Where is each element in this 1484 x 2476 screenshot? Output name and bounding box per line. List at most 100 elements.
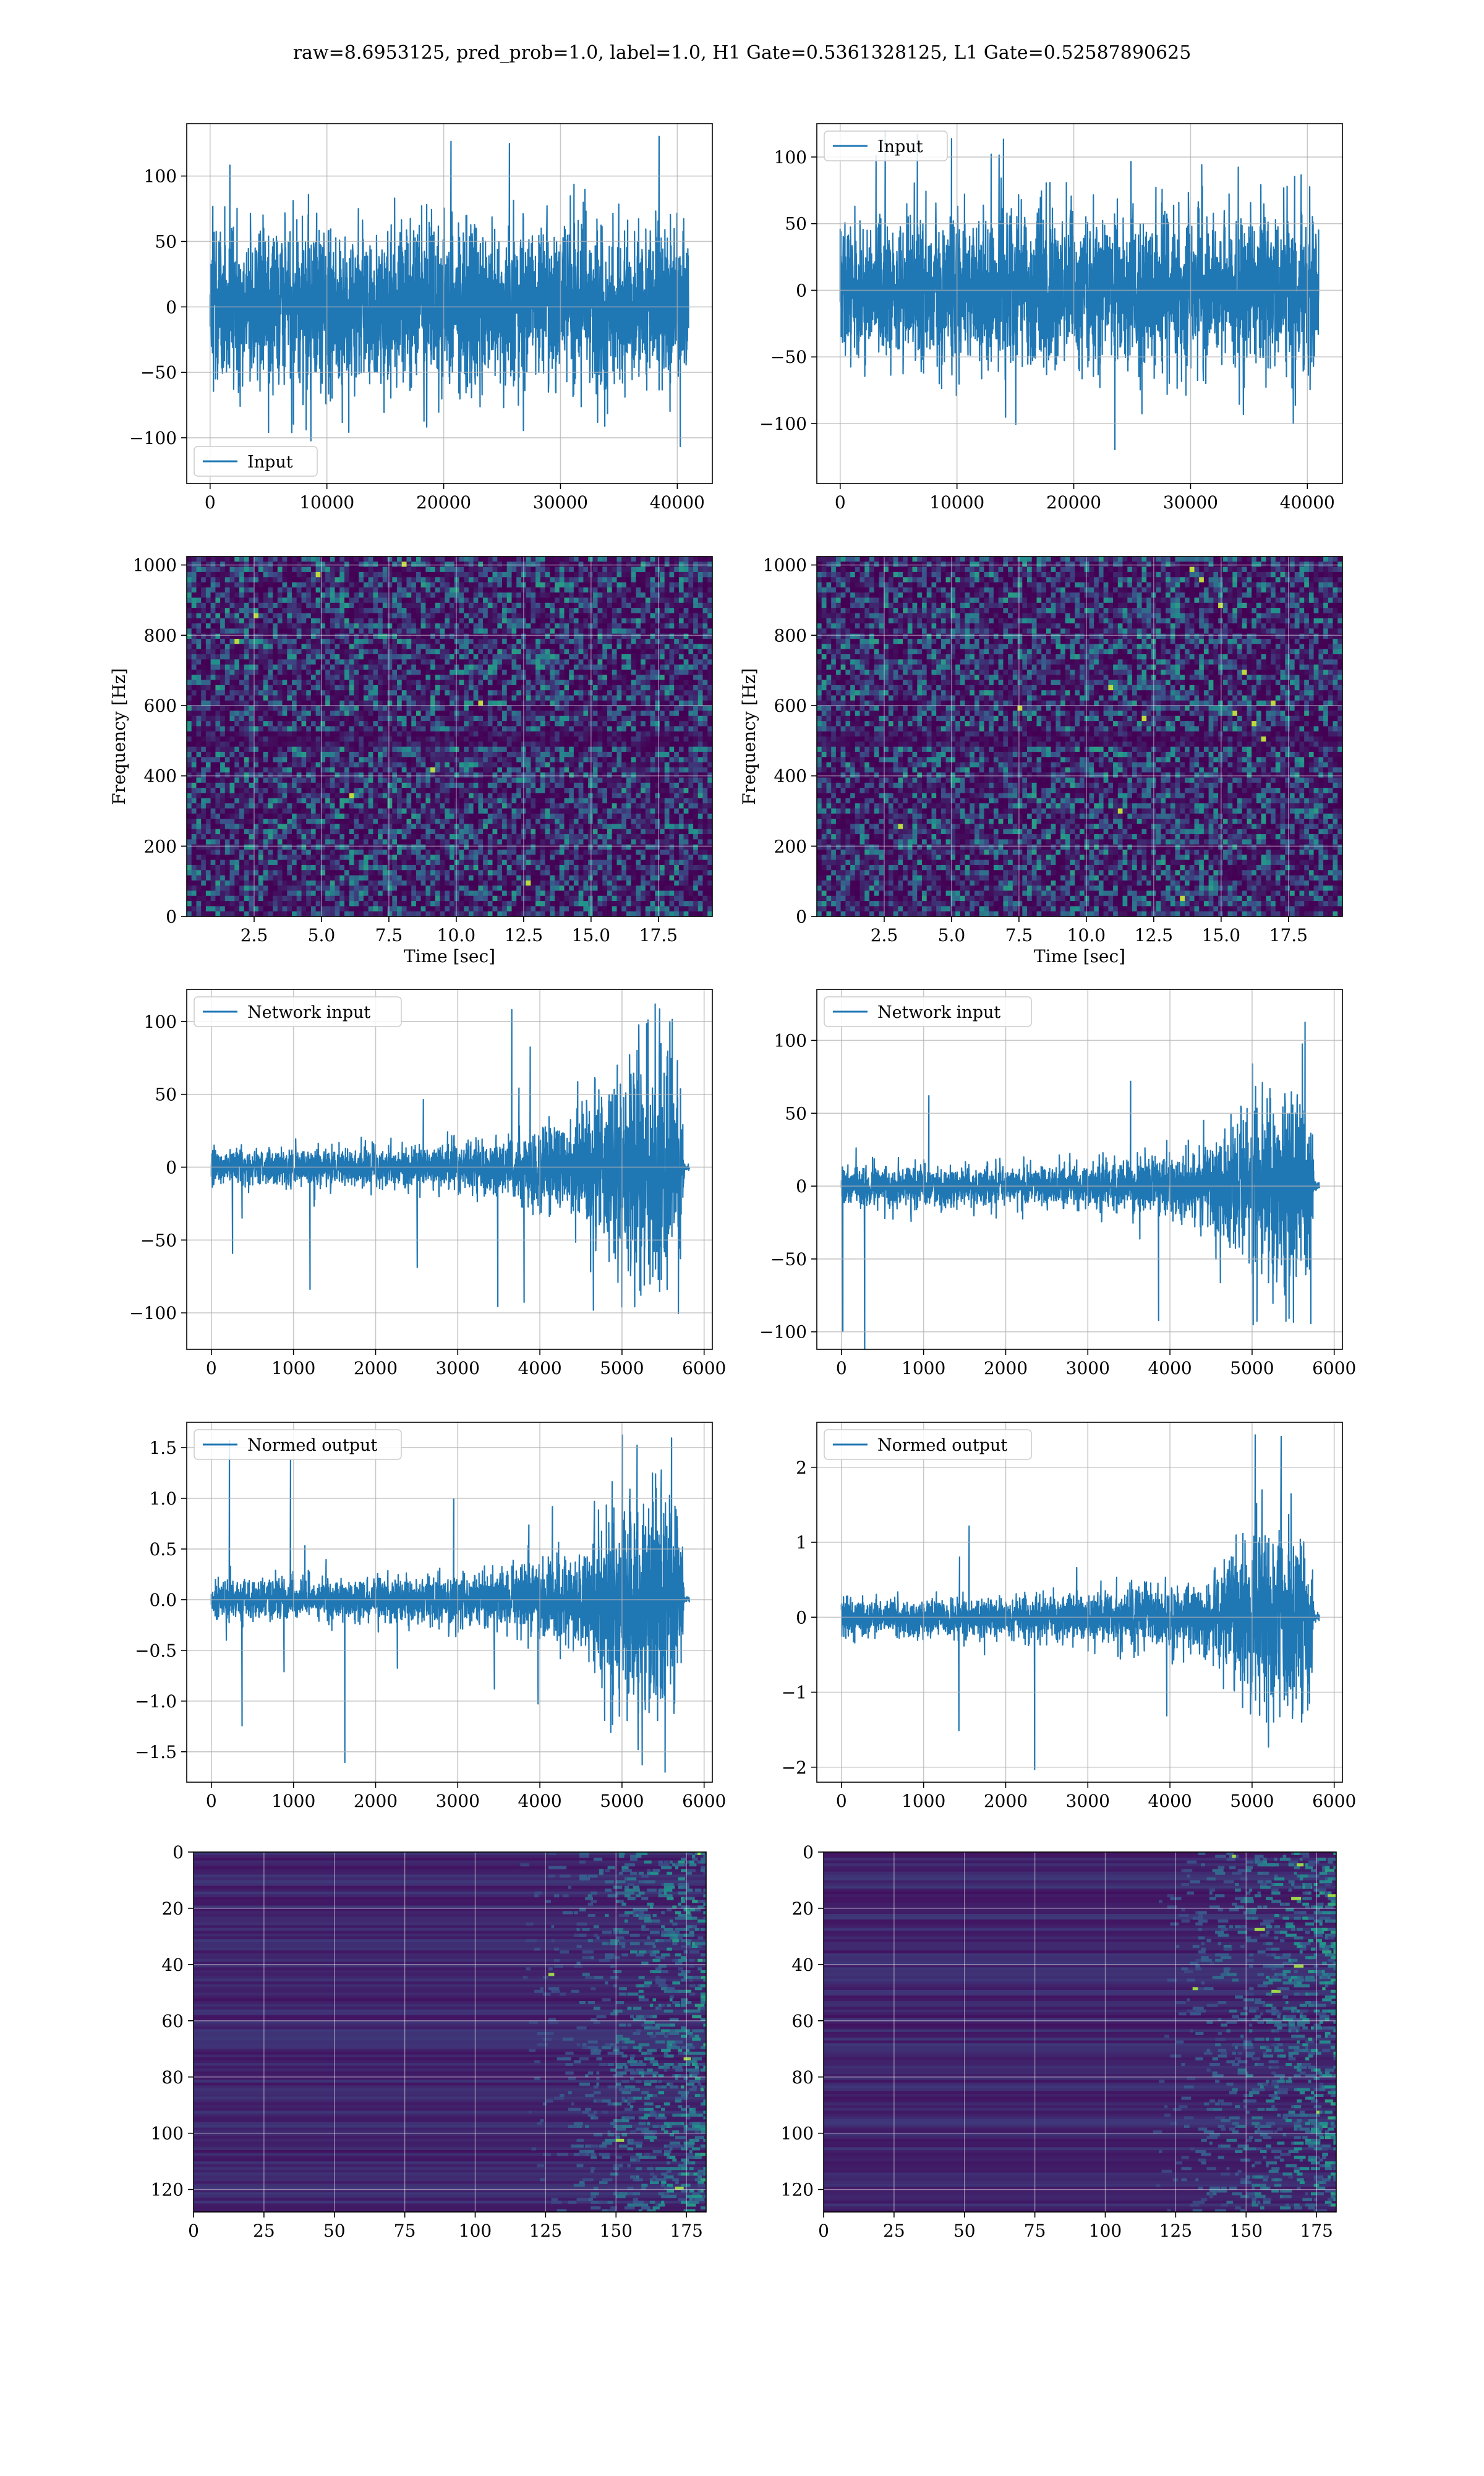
- h1-spectrogram-cell: [239, 706, 244, 711]
- h1-spectrogram-cell: [287, 577, 292, 583]
- h1-spectrogram-cell: [292, 721, 297, 727]
- h1-spectrogram-cell: [464, 696, 469, 701]
- h1-spectrogram-cell: [335, 587, 340, 593]
- h1-spectrogram-cell: [440, 639, 445, 644]
- h1-spectrogram-cell: [450, 834, 454, 840]
- h1-spectrogram-cell: [450, 747, 454, 753]
- h1-spectrogram-cell: [306, 696, 311, 701]
- h1-spectrogram-cell: [369, 587, 373, 593]
- h1-spectrogram-cell: [383, 788, 388, 793]
- h1-spectrogram-cell: [416, 690, 421, 696]
- h1-spectrogram-cell: [430, 696, 435, 701]
- h1-spectrogram-cell: [273, 649, 278, 655]
- h1-spectrogram-cell: [474, 783, 479, 788]
- h1-spectrogram-cell: [278, 772, 283, 778]
- h1-spectrogram-cell: [249, 896, 254, 902]
- h1-spectrogram-cell: [258, 906, 263, 911]
- h1-spectrogram-cell: [397, 721, 402, 727]
- h1-spectrogram-cell: [502, 819, 507, 824]
- h1-spectrogram-cell: [211, 855, 216, 860]
- h1-spectrogram-cell: [192, 639, 197, 644]
- h1-spectrogram-cell: [201, 675, 206, 680]
- h1-spectrogram-cell: [354, 783, 359, 788]
- h1-spectrogram-cell: [330, 557, 335, 562]
- h1-spectrogram-cell: [407, 613, 412, 619]
- h1-spectrogram-cell: [445, 732, 450, 737]
- h1-spectrogram-cell: [258, 644, 263, 649]
- h1-spectrogram-cell: [402, 814, 407, 819]
- h1-spectrogram-cell: [421, 726, 426, 732]
- h1-spectrogram-cell: [483, 850, 488, 855]
- h1-spectrogram-cell: [316, 778, 321, 783]
- h1-spectrogram-cell: [474, 757, 479, 762]
- h1-spectrogram-cell: [249, 685, 254, 691]
- h1-spectrogram-cell: [359, 890, 364, 896]
- h1-spectrogram-cell: [388, 634, 393, 639]
- h1-spectrogram-cell: [483, 788, 488, 793]
- h1-spectrogram-cell: [425, 561, 430, 567]
- h1-spectrogram-cell: [239, 839, 244, 845]
- h1-spectrogram-cell: [187, 783, 192, 788]
- h1-spectrogram-cell: [369, 906, 373, 911]
- h1-spectrogram-cell: [402, 644, 407, 649]
- h1-spectrogram-cell: [239, 690, 244, 696]
- h1-spectrogram-cell: [335, 860, 340, 866]
- h1-spectrogram-cell: [206, 793, 211, 799]
- h1-spectrogram-cell: [263, 680, 268, 686]
- h1-spectrogram-cell: [287, 757, 292, 762]
- h1-spectrogram-cell: [263, 721, 268, 727]
- h1-spectrogram-cell: [335, 726, 340, 732]
- h1-spectrogram-cell: [230, 716, 235, 722]
- h1-spectrogram-cell: [474, 736, 479, 742]
- h1-spectrogram-cell: [516, 808, 521, 814]
- h1-spectrogram-cell: [397, 881, 402, 886]
- h1-spectrogram-cell: [297, 711, 302, 716]
- h1-spectrogram-cell: [493, 608, 498, 613]
- h1-spectrogram-cell: [445, 654, 450, 660]
- h1-spectrogram-cell: [402, 572, 407, 578]
- h1-spectrogram-cell: [283, 690, 288, 696]
- h1-spectrogram-cell: [349, 886, 354, 891]
- h1-spectrogram-cell: [206, 845, 211, 850]
- h1-spectrogram-cell: [197, 670, 202, 675]
- h1-spectrogram-cell: [225, 665, 230, 670]
- h1-spectrogram-cell: [402, 876, 407, 881]
- h1-spectrogram-cell: [421, 649, 426, 655]
- h1-spectrogram-cell: [283, 890, 288, 896]
- h1-spectrogram-cell: [392, 767, 397, 773]
- h1-spectrogram-cell: [397, 726, 402, 732]
- h1-spectrogram-cell: [325, 685, 330, 691]
- h1-spectrogram-cell: [483, 803, 488, 809]
- h1-spectrogram-cell: [483, 757, 488, 762]
- h1-spectrogram-cell: [220, 803, 225, 809]
- h1-spectrogram-cell: [263, 675, 268, 680]
- h1-spectrogram-cell: [278, 634, 283, 639]
- h1-spectrogram-cell: [283, 886, 288, 891]
- h1-spectrogram-cell: [430, 901, 435, 907]
- h1-spectrogram-cell: [330, 906, 335, 911]
- h1-spectrogram-cell: [225, 721, 230, 727]
- h1-spectrogram-cell: [263, 577, 268, 583]
- h1-spectrogram-cell: [411, 721, 416, 727]
- h1-spectrogram-cell: [201, 654, 206, 660]
- h1-spectrogram-cell: [263, 829, 268, 835]
- h1-spectrogram-cell: [402, 639, 407, 644]
- h1-spectrogram-cell: [364, 608, 369, 613]
- h1-spectrogram-cell: [507, 732, 512, 737]
- h1-spectrogram-cell: [507, 788, 512, 793]
- h1-spectrogram-cell: [249, 747, 254, 753]
- h1-spectrogram-cell: [263, 860, 268, 866]
- h1-spectrogram-cell: [230, 587, 235, 593]
- h1-spectrogram-cell: [421, 793, 426, 799]
- h1-spectrogram-cell: [192, 690, 197, 696]
- h1-spectrogram-cell: [311, 644, 316, 649]
- h1-spectrogram-cell: [292, 634, 297, 639]
- h1-spectrogram-cell: [459, 901, 464, 907]
- h1-spectrogram-cell: [507, 834, 512, 840]
- h1-spectrogram-cell: [297, 808, 302, 814]
- h1-spectrogram-cell: [306, 623, 311, 629]
- h1-spectrogram-cell: [392, 901, 397, 907]
- h1-spectrogram-cell: [421, 680, 426, 686]
- h1-spectrogram-cell: [335, 665, 340, 670]
